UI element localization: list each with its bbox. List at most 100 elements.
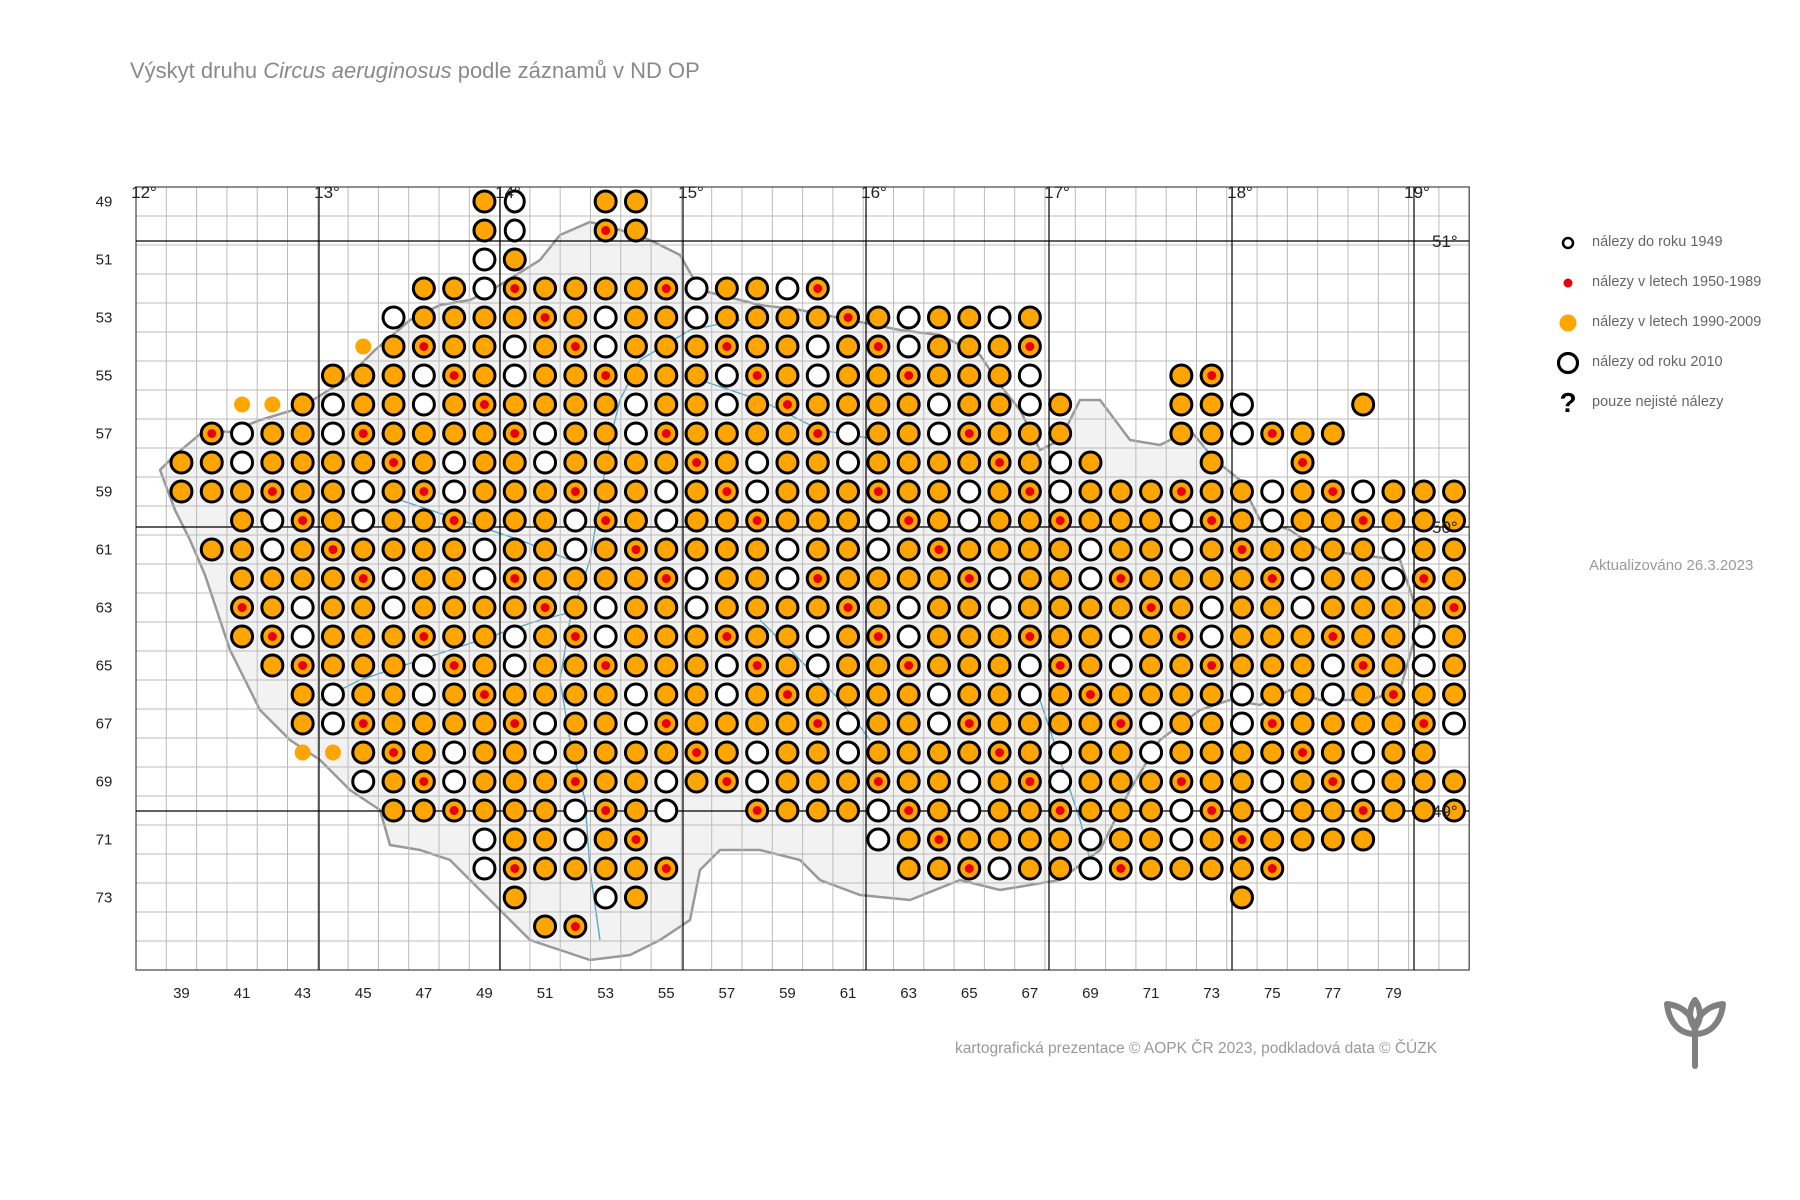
occurrence-symbol — [623, 595, 648, 620]
recent-record-ring — [987, 624, 1012, 649]
occurrence-symbol — [1290, 682, 1315, 707]
recent-record-ring — [805, 624, 830, 649]
occurrence-symbol — [1017, 363, 1042, 388]
recent-record-ring — [1229, 392, 1254, 417]
occurrence-symbol — [411, 624, 436, 649]
recent-record-ring — [1017, 682, 1042, 707]
recent-record-ring — [503, 189, 526, 214]
occurrence-symbol — [623, 450, 648, 475]
occurrence-symbol — [836, 653, 861, 678]
early-record-dot — [601, 661, 611, 670]
recent-record-ring — [714, 363, 739, 388]
recent-record-ring — [1017, 421, 1042, 446]
occurrence-symbol — [1199, 421, 1224, 446]
occurrence-symbol — [957, 856, 982, 881]
occurrence-symbol — [381, 421, 406, 446]
occurrence-symbol — [1351, 682, 1376, 707]
recent-record-ring — [1017, 856, 1042, 881]
occurrence-symbol — [1442, 479, 1467, 504]
recent-record-ring — [442, 682, 467, 707]
recent-record-ring — [1442, 798, 1467, 823]
early-record-dot — [449, 806, 459, 815]
occurrence-symbol — [320, 566, 345, 591]
recent-record-ring — [1139, 624, 1164, 649]
recent-record-ring — [199, 537, 224, 562]
occurrence-symbol — [836, 798, 861, 823]
recent-record-ring — [351, 624, 376, 649]
recent-record-ring — [1260, 537, 1285, 562]
occurrence-symbol — [1017, 595, 1042, 620]
recent-record-ring — [381, 363, 406, 388]
recent-record-ring — [1381, 711, 1406, 736]
recent-record-ring — [1411, 653, 1436, 678]
occurrence-symbol — [533, 508, 558, 533]
occurrence-symbol — [987, 334, 1012, 359]
occurrence-symbol — [563, 276, 588, 301]
recent-record-ring — [987, 305, 1012, 330]
row-label: 59 — [96, 484, 113, 501]
occurrence-symbol — [230, 537, 255, 562]
longitude-label: 14° — [495, 183, 521, 202]
occurrence-symbol — [411, 682, 436, 707]
longitude-label: 13° — [314, 183, 340, 202]
early-record-dot — [1176, 632, 1186, 641]
occurrence-symbol — [230, 566, 255, 591]
recent-record-ring — [926, 769, 951, 794]
recent-record-ring — [805, 450, 830, 475]
occurrence-symbol — [957, 334, 982, 359]
column-label: 73 — [1203, 985, 1220, 1002]
occurrence-symbol — [654, 798, 679, 823]
recent-record-ring — [805, 537, 830, 562]
occurrence-symbol — [1017, 566, 1042, 591]
recent-record-ring — [502, 827, 527, 852]
early-record-dot — [601, 226, 611, 235]
recent-record-ring — [684, 334, 709, 359]
recent-record-ring — [320, 653, 345, 678]
occurrence-symbol — [775, 421, 800, 446]
recent-record-ring — [1139, 856, 1164, 881]
occurrence-symbol — [1139, 566, 1164, 591]
recent-record-ring — [654, 769, 679, 794]
occurrence-symbol — [351, 740, 376, 765]
recent-record-ring — [926, 334, 951, 359]
occurrence-symbol — [987, 856, 1012, 881]
occurrence-symbol — [381, 595, 406, 620]
recent-record-ring — [472, 247, 497, 272]
occurrence-symbol — [1229, 421, 1254, 446]
occurrence-symbol — [1229, 740, 1254, 765]
occurrence-symbol — [1260, 740, 1285, 765]
occurrence-symbol — [957, 653, 982, 678]
occurrence-symbol — [957, 450, 982, 475]
recent-record-ring — [1381, 479, 1406, 504]
row-label: 61 — [96, 542, 113, 559]
occurrence-symbol — [1229, 885, 1254, 910]
occurrence-symbol — [805, 595, 830, 620]
recent-record-ring — [623, 479, 648, 504]
occurrence-symbol — [320, 537, 345, 562]
occurrence-symbol — [381, 682, 406, 707]
recent-record-ring — [775, 653, 800, 678]
recent-record-ring — [472, 827, 497, 852]
recent-record-ring — [1442, 624, 1467, 649]
early-record-dot — [298, 661, 308, 670]
occurrence-symbol — [411, 711, 436, 736]
occurrence-symbol — [381, 334, 406, 359]
occurrence-symbol — [957, 479, 982, 504]
recent-record-ring — [775, 769, 800, 794]
legend-label: nálezy v letech 1950-1989 — [1592, 274, 1762, 290]
occurrence-symbol — [351, 508, 376, 533]
recent-record-ring — [351, 450, 376, 475]
occurrence-symbol — [654, 682, 679, 707]
occurrence-symbol — [1351, 653, 1376, 678]
recent-record-ring — [593, 682, 618, 707]
recent-record-ring — [1108, 769, 1133, 794]
column-label: 51 — [537, 985, 554, 1002]
occurrence-symbol — [320, 479, 345, 504]
occurrence-symbol — [957, 740, 982, 765]
recent-record-ring — [957, 508, 982, 533]
occurrence-symbol — [623, 508, 648, 533]
occurrence-symbol — [381, 537, 406, 562]
recent-record-ring — [533, 276, 558, 301]
occurrence-symbol — [230, 479, 255, 504]
occurrence-symbol — [593, 827, 618, 852]
